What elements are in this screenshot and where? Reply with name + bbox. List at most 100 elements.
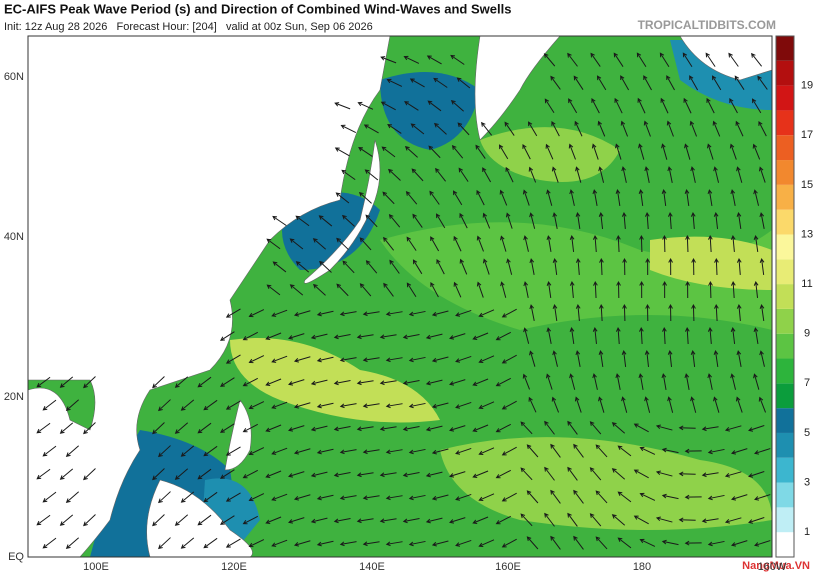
arrow: [596, 75, 607, 91]
arrow: [545, 143, 554, 160]
arrow: [668, 303, 673, 322]
arrow: [611, 514, 626, 526]
arrow: [455, 447, 472, 455]
arrow: [425, 517, 443, 524]
arrow: [734, 75, 745, 90]
arrow: [295, 215, 310, 227]
arrow: [333, 518, 351, 524]
arrow: [225, 538, 241, 548]
colorbar-swatch: [776, 308, 794, 334]
arrow: [83, 468, 96, 481]
watermark: NangMua.VN: [742, 560, 810, 572]
arrow: [730, 327, 736, 345]
arrow: [387, 123, 402, 134]
period-zone: [230, 338, 440, 423]
arrow: [724, 517, 742, 524]
arrow: [685, 234, 690, 253]
arrow: [431, 310, 449, 317]
arrow: [616, 280, 621, 299]
arrow: [403, 55, 420, 64]
arrow: [293, 448, 311, 455]
arrow: [362, 449, 380, 455]
arrow: [383, 236, 395, 251]
arrow: [621, 396, 628, 413]
lon-label: 160W: [758, 561, 787, 573]
colorbar-label: 7: [804, 377, 810, 389]
arrow: [289, 238, 304, 250]
arrow: [757, 75, 768, 90]
arrow: [449, 517, 466, 524]
arrow: [678, 517, 696, 523]
colorbar-swatch: [776, 507, 794, 533]
arrow: [379, 334, 397, 340]
arrow: [666, 120, 674, 137]
arrow: [520, 467, 533, 481]
arrow: [425, 379, 443, 386]
land: [303, 139, 381, 284]
arrow: [425, 333, 443, 340]
colorbar-swatch: [776, 284, 794, 309]
land: [28, 36, 391, 557]
arrow: [476, 189, 485, 206]
arrow: [242, 515, 258, 525]
arrow: [334, 102, 351, 110]
arrow: [595, 444, 608, 458]
arrow: [730, 373, 737, 390]
arrow: [691, 303, 696, 322]
arrow: [385, 541, 403, 547]
arrow: [591, 143, 599, 160]
arrow: [550, 75, 561, 90]
arrow: [225, 354, 241, 364]
arrow: [622, 303, 627, 322]
arrow: [271, 401, 288, 409]
arrow: [158, 445, 171, 458]
arrow: [615, 373, 621, 390]
arrow: [385, 357, 403, 363]
arrow: [621, 350, 627, 368]
arrow: [501, 492, 517, 502]
arrow: [759, 258, 765, 275]
arrow: [295, 261, 310, 273]
arrow: [529, 212, 536, 229]
arrow: [429, 190, 440, 205]
arrow: [197, 468, 212, 480]
arrow: [482, 212, 491, 229]
arrow: [65, 491, 80, 503]
colorbar-swatch: [776, 383, 794, 409]
arrow: [386, 78, 403, 87]
arrow: [731, 540, 748, 547]
arrow: [430, 236, 440, 252]
arrow: [402, 334, 420, 340]
arrow: [713, 212, 719, 230]
arrow: [36, 514, 51, 526]
arrow: [684, 143, 691, 160]
arrow: [638, 143, 645, 160]
arrow: [759, 304, 765, 321]
arrow: [573, 75, 584, 90]
arrow: [310, 471, 328, 478]
arrow: [409, 78, 425, 88]
arrow: [546, 235, 552, 252]
arrow: [152, 422, 165, 435]
arrow: [364, 169, 379, 181]
arrow: [358, 147, 373, 157]
arrow: [379, 472, 397, 478]
lon-label: 140E: [359, 561, 385, 573]
arrow: [546, 281, 552, 298]
arrow: [495, 469, 511, 479]
arrow: [595, 490, 608, 504]
arrow: [753, 373, 760, 390]
arrow: [707, 326, 713, 345]
map: [28, 36, 772, 557]
colorbar-swatch: [776, 432, 794, 458]
arrow: [691, 257, 696, 276]
arrow: [362, 357, 380, 363]
arrow: [499, 189, 508, 206]
colorbar-swatch: [776, 135, 794, 161]
arrow: [754, 494, 771, 501]
arrow: [501, 308, 517, 318]
arrow: [714, 257, 719, 276]
arrow: [339, 403, 357, 409]
arrow: [456, 77, 471, 89]
